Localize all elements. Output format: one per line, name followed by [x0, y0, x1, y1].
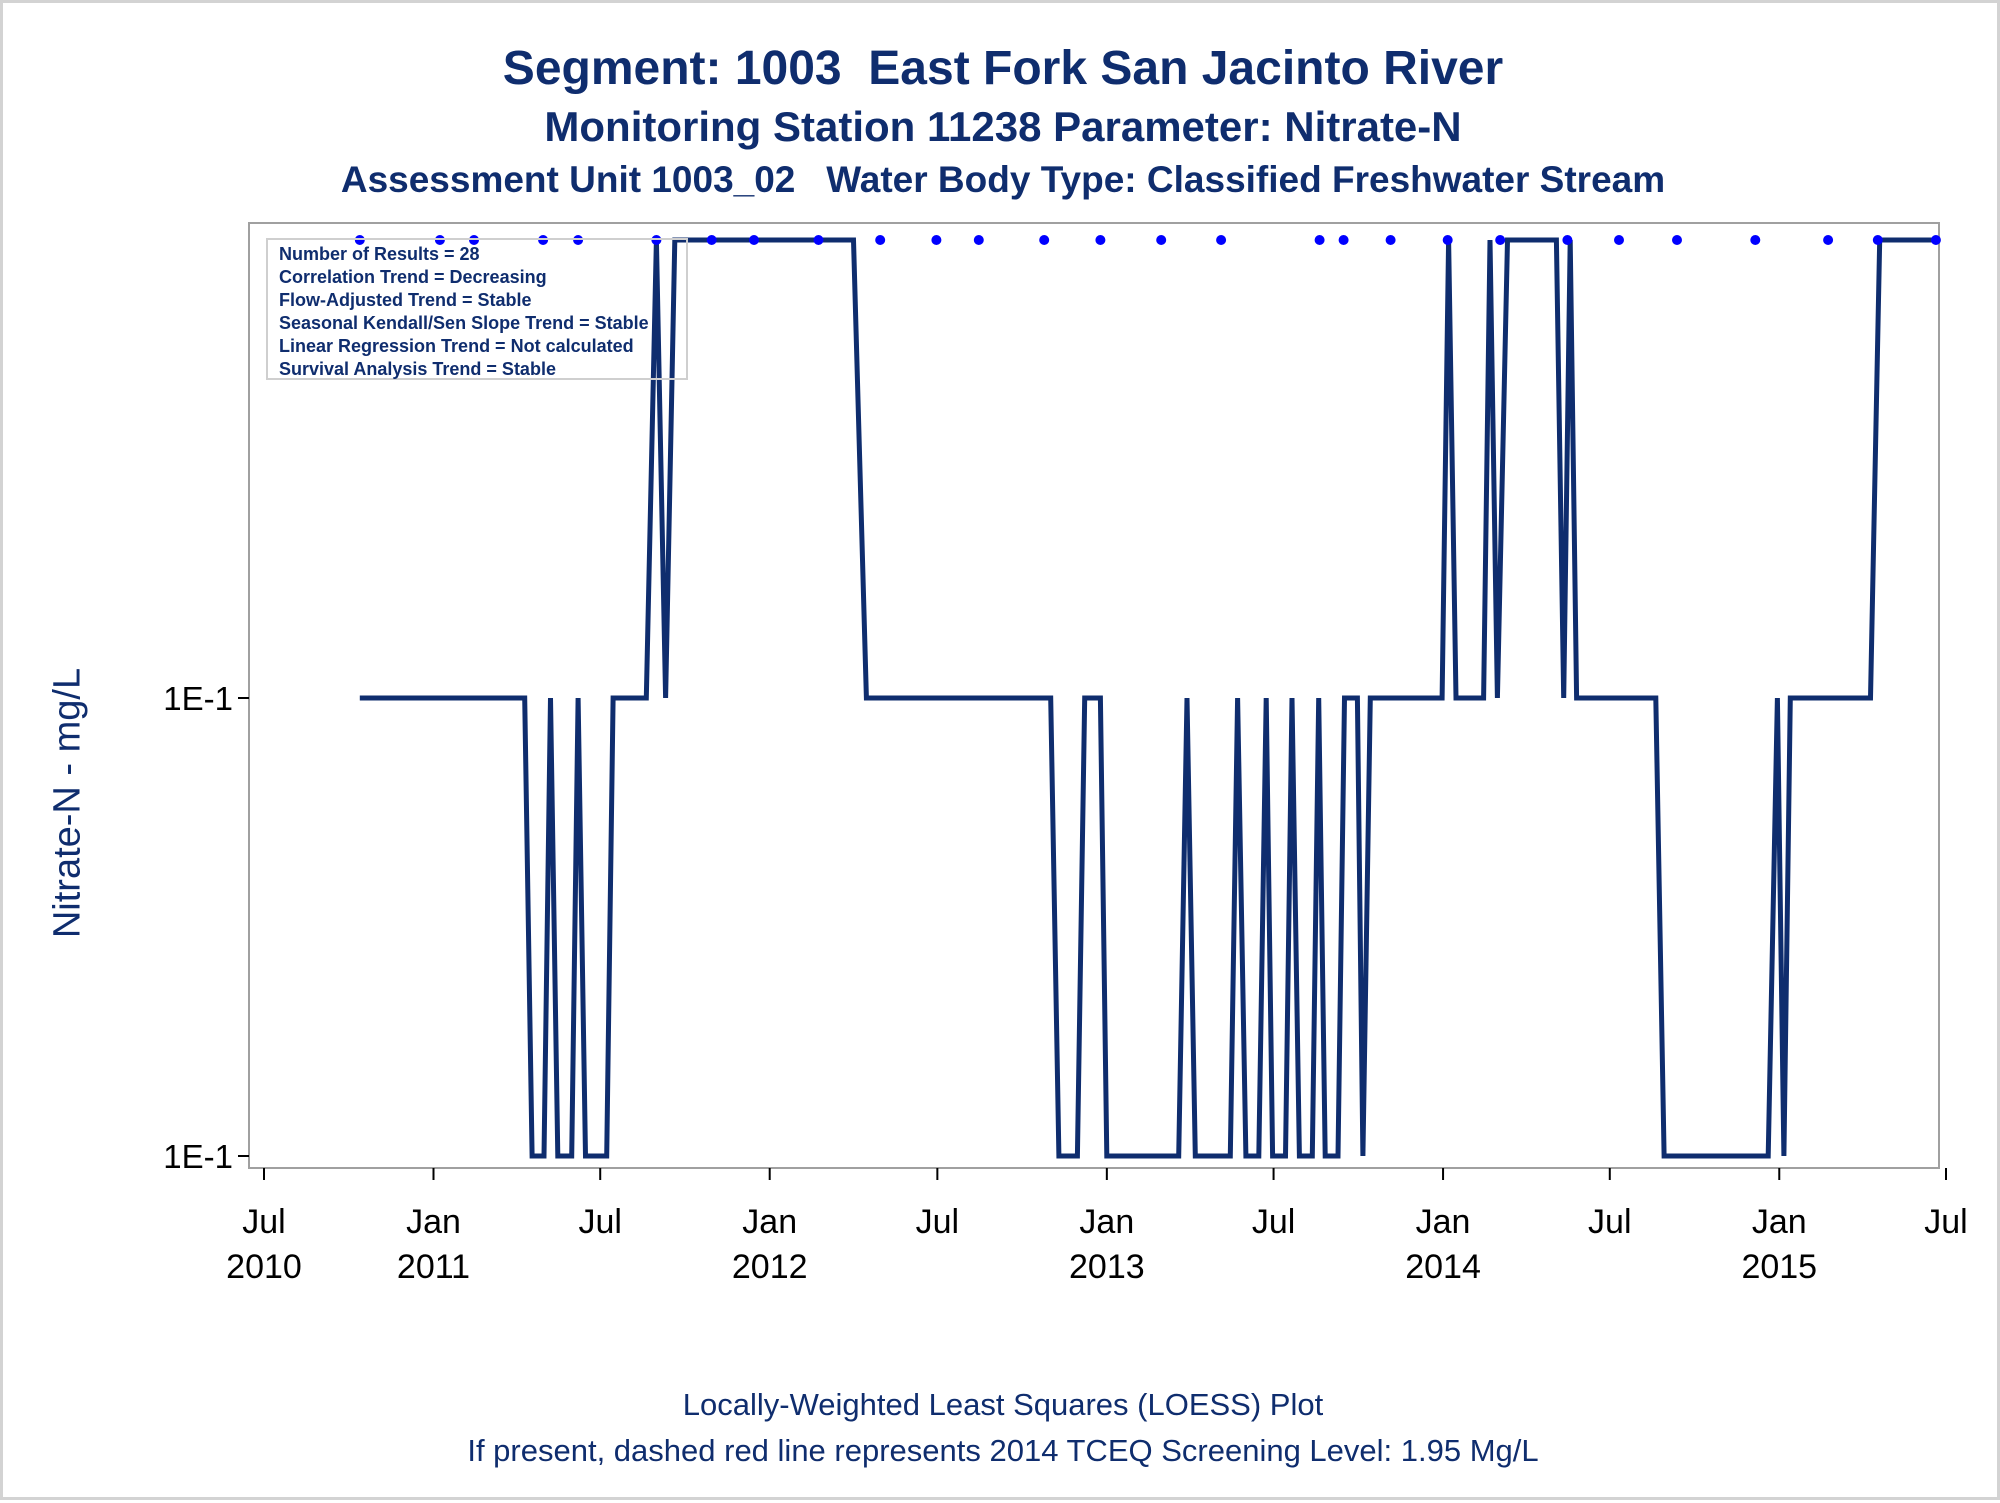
x-tick-year-label: 2010 — [226, 1248, 302, 1286]
data-point — [1495, 235, 1506, 245]
stats-line: Flow-Adjusted Trend = Stable — [279, 290, 532, 310]
data-point — [538, 235, 549, 245]
data-point — [354, 235, 365, 245]
x-axis: Jul 2010 Jan 2011 Jul Jan 2012 Jul Jan 2013 Jul Jan… — [226, 1168, 1968, 1286]
plot-area — [248, 222, 1940, 1169]
footnote-2: If present, dashed red line represents 2… — [467, 1433, 1539, 1468]
data-point — [1562, 235, 1573, 245]
data-point — [434, 235, 445, 245]
y-tick-label: 1E-1 — [163, 680, 233, 717]
x-tick-label: Jan — [1079, 1203, 1134, 1241]
x-tick-label: Jul — [242, 1203, 285, 1241]
x-tick-label: Jul — [578, 1203, 621, 1241]
loess-line — [359, 237, 1936, 1159]
data-point — [573, 235, 584, 245]
data-point — [651, 235, 662, 245]
trend-stats-box: Number of Results = 28 Correlation Trend… — [266, 238, 688, 380]
observation-points — [354, 235, 1941, 245]
data-point — [1039, 235, 1050, 245]
y-tick-label: 1E-1 — [163, 1138, 233, 1175]
x-tick-year-label: 2013 — [1069, 1248, 1145, 1286]
x-tick-year-label: 2015 — [1741, 1248, 1817, 1286]
data-point — [931, 235, 942, 245]
data-point — [875, 235, 886, 245]
data-point — [1216, 235, 1227, 245]
data-point — [1750, 235, 1761, 245]
y-axis: 1E-1 1E-1 — [163, 680, 249, 1175]
data-point — [1095, 235, 1106, 245]
stats-line: Correlation Trend = Decreasing — [279, 267, 547, 287]
x-tick-label: Jul — [916, 1203, 959, 1241]
x-tick-label: Jan — [1752, 1203, 1807, 1241]
data-point — [973, 235, 984, 245]
data-point — [1156, 235, 1167, 245]
x-tick-label: Jul — [1252, 1203, 1295, 1241]
stats-line: Survival Analysis Trend = Stable — [279, 359, 556, 379]
data-point — [813, 235, 824, 245]
data-point — [1442, 235, 1453, 245]
x-tick-label: Jan — [406, 1203, 461, 1241]
data-point — [1823, 235, 1834, 245]
stats-line: Number of Results = 28 — [279, 244, 480, 264]
data-point — [1314, 235, 1325, 245]
data-point — [1672, 235, 1682, 245]
stats-line: Seasonal Kendall/Sen Slope Trend = Stabl… — [279, 313, 649, 333]
x-tick-label: Jan — [742, 1203, 797, 1241]
x-tick-year-label: 2011 — [397, 1248, 470, 1286]
data-point — [469, 235, 479, 245]
data-point — [1385, 235, 1396, 245]
data-point — [749, 235, 759, 245]
x-tick-year-label: 2014 — [1405, 1248, 1481, 1286]
stats-line: Linear Regression Trend = Not calculated — [279, 336, 634, 356]
chart-subtitle: Monitoring Station 11238 Parameter: Nitr… — [544, 103, 1462, 150]
data-point — [1930, 235, 1941, 245]
chart-title: Segment: 1003 East Fork San Jacinto Rive… — [502, 42, 1504, 95]
loess-series — [359, 237, 1936, 1159]
data-point — [1338, 235, 1349, 245]
chart-subtitle-2: Assessment Unit 1003_02 Water Body Type:… — [340, 159, 1666, 200]
data-point — [706, 235, 717, 245]
x-tick-label: Jul — [1588, 1203, 1631, 1241]
chart-canvas: 1E-1 1E-1 Jul 2010 Jan 2011 Jul Jan 2012 Jul Jan 2… — [163, 222, 1968, 1286]
footnote-1: Locally-Weighted Least Squares (LOESS) P… — [682, 1387, 1324, 1422]
x-tick-label: Jan — [1416, 1203, 1471, 1241]
data-point — [1872, 235, 1883, 245]
data-point — [1614, 235, 1624, 245]
x-tick-label: Jul — [1924, 1203, 1967, 1241]
x-tick-year-label: 2012 — [732, 1248, 808, 1286]
